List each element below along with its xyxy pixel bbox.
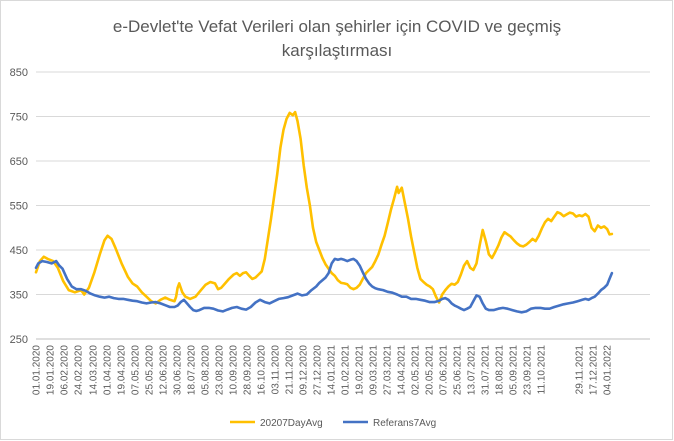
x-tick-label: 09.03.2021 [369,345,380,395]
x-tick-label: 18.08.2021 [495,345,506,395]
gridlines [36,71,650,295]
x-tick-label: 07.05.2020 [130,345,141,395]
x-tick-label: 06.02.2020 [60,345,71,395]
x-tick-label: 01.04.2020 [102,345,113,395]
y-tick-label: 250 [10,334,28,346]
series-lines [34,110,614,314]
x-tick-label: 19.01.2020 [46,345,57,395]
y-tick-label: 650 [10,156,28,168]
x-tick-label: 19.04.2020 [116,345,127,395]
x-tick-label: 29.11.2021 [575,345,586,395]
series-line-20207DayAvg [34,110,614,305]
x-tick-label: 12.06.2020 [158,345,169,395]
x-tick-label: 23.09.2021 [523,345,534,395]
x-tick-label: 28.09.2020 [242,345,253,395]
x-tick-label: 25.06.2021 [453,345,464,395]
legend-label: Referans7Avg [373,418,436,429]
x-tick-label: 24.02.2020 [74,345,85,395]
chart-title-line-2: karşılaştırması [281,41,393,60]
x-tick-label: 25.05.2020 [144,345,155,395]
x-tick-label: 10.09.2020 [228,345,239,395]
x-tick-label: 20.05.2021 [425,345,436,395]
legend: 20207DayAvg Referans7Avg [230,418,436,429]
y-tick-label: 450 [10,245,28,257]
x-tick-label: 01.02.2021 [340,345,351,395]
chart-title-line-1: e-Devlet'te Vefat Verileri olan şehirler… [112,17,562,36]
x-tick-label: 17.12.2021 [589,345,600,395]
x-tick-label: 05.09.2021 [509,345,520,395]
x-tick-label: 30.06.2020 [172,345,183,395]
y-tick-label: 750 [10,112,28,124]
x-tick-label: 07.06.2021 [439,345,450,395]
y-tick-label: 550 [10,201,28,213]
x-tick-label: 04.01.2022 [603,345,614,395]
x-tick-label: 21.11.2020 [284,345,295,395]
x-tick-label: 16.10.2020 [256,345,267,395]
x-tick-label: 03.11.2020 [270,345,281,395]
x-tick-label: 14.03.2020 [88,345,99,395]
x-tick-label: 14.01.2021 [326,345,337,395]
x-tick-label: 19.02.2021 [355,345,366,395]
y-axis-tick-labels: 250 350 450 550 650 750 850 [10,67,28,346]
x-tick-label: 18.07.2020 [186,345,197,395]
x-tick-label: 14.04.2021 [397,345,408,395]
x-tick-label: 31.07.2021 [481,345,492,395]
x-tick-label: 27.03.2021 [383,345,394,395]
x-tick-label: 27.12.2020 [312,345,323,395]
x-tick-label: 23.08.2020 [214,345,225,395]
x-tick-label: 05.08.2020 [200,345,211,395]
series-line-Referans7Avg [34,257,614,314]
chart-title: e-Devlet'te Vefat Verileri olan şehirler… [0,15,674,63]
x-tick-label: 13.07.2021 [467,345,478,395]
y-tick-label: 850 [10,67,28,79]
x-tick-label: 02.05.2021 [411,345,422,395]
x-axis-tick-labels: 01.01.2020 19.01.2020 06.02.2020 24.02.2020… [32,345,614,395]
x-tick-label: 01.01.2020 [32,345,43,395]
x-tick-label: 11.10.2021 [537,345,548,395]
x-tick-label: 09.12.2020 [298,345,309,395]
y-tick-label: 350 [10,290,28,302]
legend-label: 20207DayAvg [260,418,323,429]
